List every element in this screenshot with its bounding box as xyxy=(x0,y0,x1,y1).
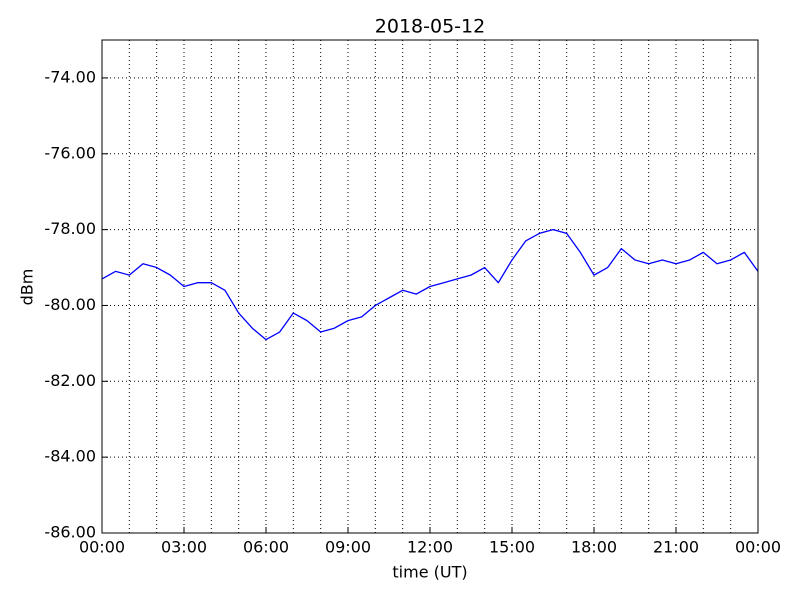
y-tick-label: -76.00 xyxy=(44,143,96,162)
x-tick-label: 06:00 xyxy=(243,538,289,557)
x-tick-label: 00:00 xyxy=(79,538,125,557)
y-tick-label: -84.00 xyxy=(44,447,96,466)
chart-title: 2018-05-12 xyxy=(375,16,485,38)
x-tick-label: 15:00 xyxy=(489,538,535,557)
y-tick-label: -80.00 xyxy=(44,295,96,314)
x-tick-label: 21:00 xyxy=(653,538,699,557)
y-tick-label: -74.00 xyxy=(44,67,96,86)
y-axis-label: dBm xyxy=(18,269,37,306)
x-axis-label: time (UT) xyxy=(392,563,467,582)
y-tick-label: -82.00 xyxy=(44,371,96,390)
x-tick-label: 03:00 xyxy=(161,538,207,557)
data-line xyxy=(101,228,759,341)
y-tick-label: -78.00 xyxy=(44,219,96,238)
x-tick-label: 18:00 xyxy=(571,538,617,557)
plot-frame xyxy=(101,39,759,534)
x-tick-label: 12:00 xyxy=(407,538,453,557)
x-tick-label: 09:00 xyxy=(325,538,371,557)
y-tick-label: -86.00 xyxy=(44,523,96,542)
x-tick-label: 00:00 xyxy=(735,538,781,557)
